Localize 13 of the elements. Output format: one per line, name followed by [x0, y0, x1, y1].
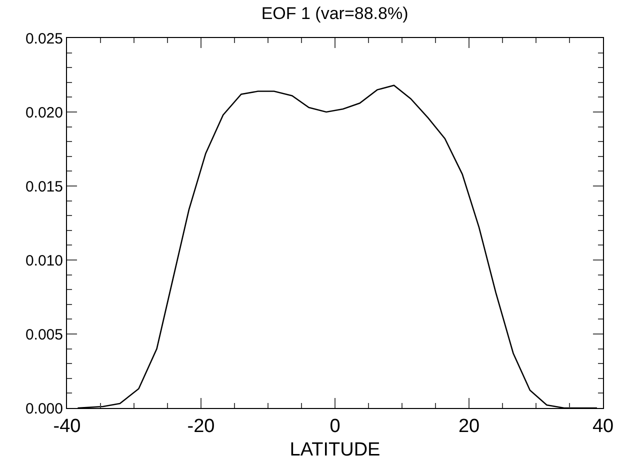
y-tick-label: 0.020 [25, 104, 63, 122]
y-tick-label: 0.010 [25, 252, 63, 270]
x-tick-label: 40 [592, 416, 614, 437]
y-tick-label: 0.005 [25, 326, 63, 344]
x-tick-label: 0 [330, 416, 340, 437]
x-tick-label: 20 [458, 416, 480, 437]
x-axis-title: LATITUDE [290, 440, 380, 461]
chart-title: EOF 1 (var=88.8%) [261, 4, 408, 23]
y-tick-label: 0.015 [25, 178, 63, 196]
y-tick-label: 0.000 [25, 400, 63, 418]
x-tick-label: -40 [53, 416, 81, 437]
x-tick-label: -20 [187, 416, 215, 437]
y-tick-label: 0.025 [25, 30, 63, 48]
